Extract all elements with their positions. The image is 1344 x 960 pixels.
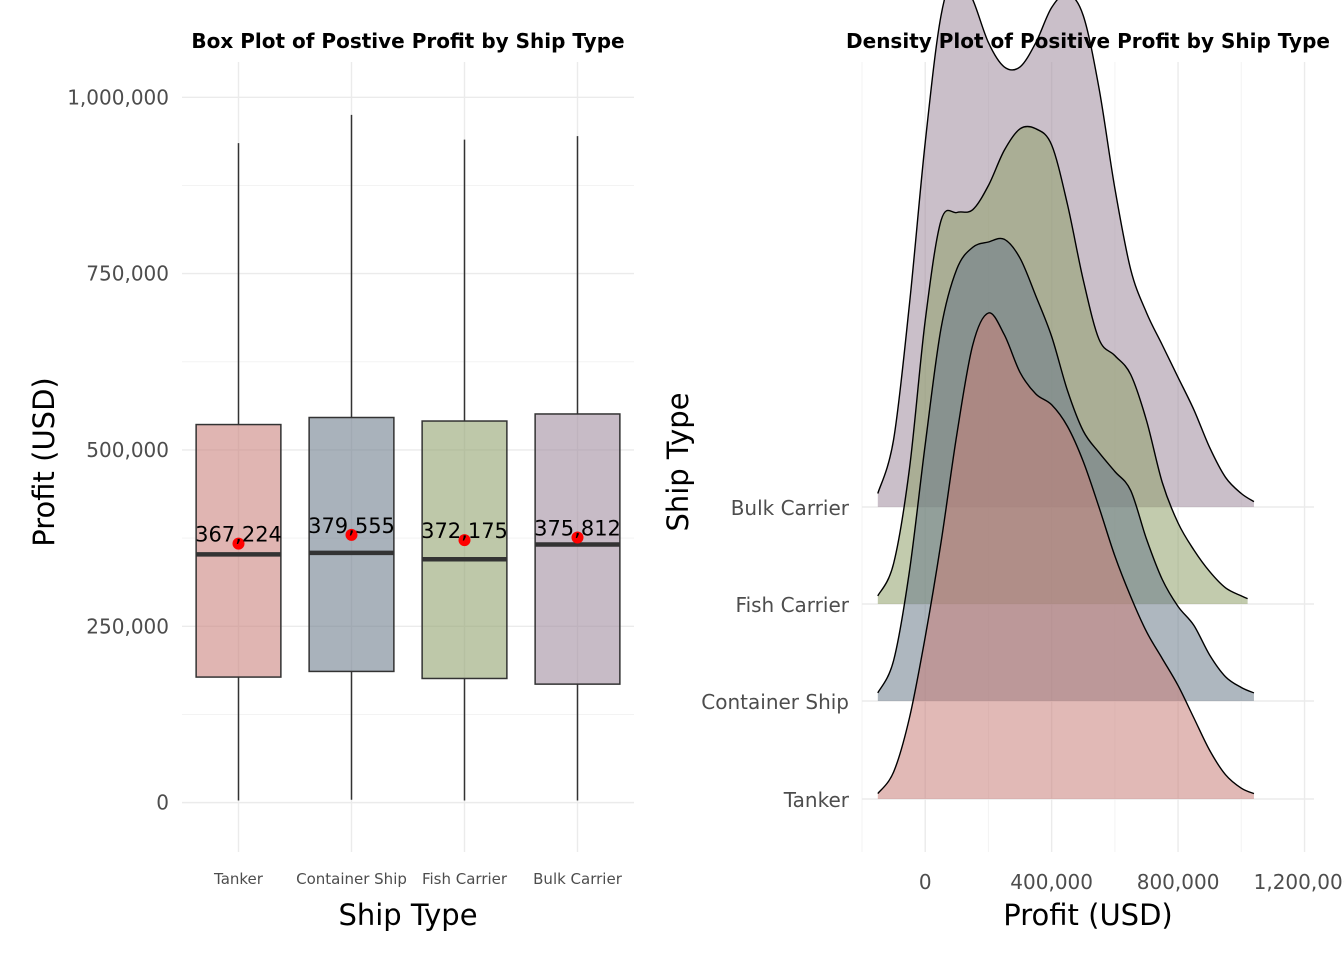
- density-plot-y-axis-title: Ship Type: [661, 392, 695, 531]
- density-plot-x-ticks: 0 400,000 800,000 1,200,000: [919, 870, 1344, 894]
- box-tanker: 367,224: [195, 143, 282, 801]
- box-plot-marks: 367,224 379,555 372,175 375,812: [195, 114, 621, 801]
- ridge-outline: [877, 125, 1248, 600]
- box-mean-label: 379,555: [308, 514, 395, 538]
- density-plot-marks: [877, 0, 1255, 799]
- box-bulk-carrier: 375,812: [534, 136, 621, 801]
- ridge-outline: [877, 237, 1255, 694]
- box-mean-point: [458, 534, 471, 547]
- box-fish-carrier: 372,175: [421, 139, 508, 801]
- ridge-outline: [877, 0, 1255, 503]
- density-plot-y-tick-label: Bulk Carrier: [731, 496, 850, 520]
- box-plot-x-axis-title: Ship Type: [338, 898, 477, 932]
- box-plot-x-ticks: Tanker Container Ship Fish Carrier Bulk Car…: [213, 870, 623, 888]
- box-plot-y-tick-label: 250,000: [86, 614, 169, 638]
- box-body: [534, 413, 621, 685]
- box-mean-label: 367,224: [195, 523, 282, 547]
- box-plot-title: Box Plot of Postive Profit by Ship Type: [191, 29, 624, 53]
- density-plot-x-tick-label: 400,000: [1010, 870, 1093, 894]
- ridge-tanker: [877, 312, 1255, 799]
- box-plot-y-tick-label: 1,000,000: [67, 85, 169, 109]
- density-plot-x-axis-title: Profit (USD): [1003, 898, 1172, 932]
- density-plot-y-tick-label: Tanker: [783, 788, 850, 812]
- density-plot-y-ticks: Tanker Container Ship Fish Carrier Bulk Car…: [701, 496, 849, 812]
- box-plot-y-tick-label: 750,000: [86, 262, 169, 286]
- box-plot-x-tick-label: Bulk Carrier: [533, 870, 623, 888]
- box-plot-y-tick-label: 0: [156, 791, 169, 815]
- box-mean-point: [571, 531, 584, 544]
- box-mean-point: [232, 537, 245, 550]
- density-plot-y-tick-label: Container Ship: [701, 690, 849, 714]
- box-plot-x-tick-label: Tanker: [213, 870, 264, 888]
- density-plot-x-tick-label: 800,000: [1137, 870, 1220, 894]
- density-plot-panel: Tanker Container Ship Fish Carrier Bulk Car…: [661, 0, 1344, 932]
- box-plot-y-tick-label: 500,000: [86, 438, 169, 462]
- ridge-area: [877, 312, 1254, 799]
- box-mean-label: 372,175: [421, 519, 508, 543]
- ridge-outline: [877, 312, 1255, 795]
- density-plot-x-tick-label: 0: [919, 870, 932, 894]
- box-mean-label: 375,812: [534, 517, 621, 541]
- box-plot-y-ticks: 0 250,000 500,000 750,000 1,000,000: [67, 85, 169, 814]
- box-body: [421, 420, 508, 680]
- box-plot-x-tick-label: Fish Carrier: [422, 870, 508, 888]
- density-plot-x-tick-label: 1,200,000: [1254, 870, 1344, 894]
- box-container-ship: 379,555: [308, 114, 395, 800]
- box-mean-point: [345, 528, 358, 541]
- box-plot-panel: 367,224 379,555 372,175 375,812 0 250,000 500…: [27, 29, 634, 932]
- box-body: [195, 423, 282, 678]
- box-plot-y-axis-title: Profit (USD): [27, 377, 61, 546]
- density-plot-y-tick-label: Fish Carrier: [736, 593, 850, 617]
- box-plot-x-tick-label: Container Ship: [296, 870, 407, 888]
- box-body: [308, 416, 395, 673]
- density-plot-title: Density Plot of Positive Profit by Ship …: [846, 29, 1330, 53]
